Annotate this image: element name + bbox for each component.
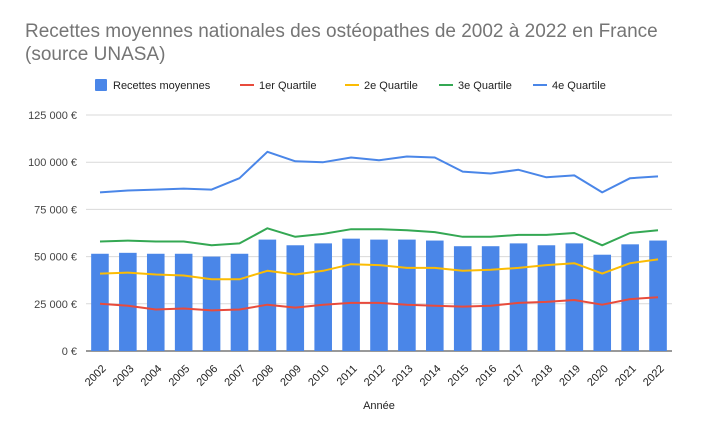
series-line xyxy=(99,258,659,281)
x-tick-label: 2015 xyxy=(446,363,472,389)
bar xyxy=(537,245,556,351)
bar xyxy=(621,244,639,351)
series-line xyxy=(99,227,659,247)
x-tick-label: 2020 xyxy=(585,363,611,389)
bar xyxy=(481,246,500,351)
bar xyxy=(453,246,472,351)
x-tick-label: 2018 xyxy=(529,363,555,389)
legend-label: Recettes moyennes xyxy=(113,80,211,92)
bar xyxy=(174,253,193,351)
bar xyxy=(342,238,360,351)
y-tick-label: 25 000 € xyxy=(34,299,77,311)
bar xyxy=(202,256,221,351)
bar xyxy=(314,243,332,351)
x-tick-label: 2003 xyxy=(111,363,137,389)
x-tick-label: 2017 xyxy=(501,363,527,389)
chart-title: Recettes moyennes nationales des ostéopa… xyxy=(25,21,658,65)
x-tick-label: 2012 xyxy=(362,363,388,389)
x-tick-label: 2010 xyxy=(306,363,332,389)
bar xyxy=(370,239,388,351)
bar xyxy=(146,253,165,351)
legend-label: 1er Quartile xyxy=(259,80,316,92)
bar xyxy=(509,243,528,351)
bar xyxy=(398,239,416,351)
bar xyxy=(286,245,305,351)
x-tick-label: 2013 xyxy=(390,363,416,389)
series-line xyxy=(99,150,659,194)
x-tick-label: 2019 xyxy=(557,363,583,389)
legend-label: 4e Quartile xyxy=(552,80,606,92)
y-tick-label: 50 000 € xyxy=(34,252,77,264)
y-tick-label: 75 000 € xyxy=(34,204,77,216)
x-tick-label: 2002 xyxy=(83,363,109,389)
y-tick-label: 100 000 € xyxy=(28,157,77,169)
legend-swatch xyxy=(95,79,107,91)
y-tick-label: 125 000 € xyxy=(28,110,77,122)
x-tick-label: 2005 xyxy=(167,363,193,389)
bar xyxy=(230,253,249,351)
x-tick-label: 2006 xyxy=(195,363,221,389)
series-line xyxy=(99,296,659,312)
x-tick-label: 2008 xyxy=(250,363,276,389)
bar xyxy=(91,253,109,351)
x-tick-label: 2016 xyxy=(474,363,500,389)
x-tick-label: 2021 xyxy=(613,363,639,389)
x-axis-label: Année xyxy=(363,400,395,412)
bar xyxy=(258,239,277,351)
bar xyxy=(593,254,612,351)
x-tick-label: 2007 xyxy=(222,363,248,389)
bar xyxy=(565,243,584,351)
legend-label: 3e Quartile xyxy=(458,80,512,92)
x-tick-label: 2011 xyxy=(335,363,360,388)
legend-label: 2e Quartile xyxy=(364,80,418,92)
bar xyxy=(426,240,444,351)
bar xyxy=(119,252,137,351)
x-tick-label: 2014 xyxy=(418,363,444,389)
x-tick-label: 2009 xyxy=(278,363,304,389)
x-tick-label: 2004 xyxy=(139,363,165,389)
x-tick-label: 2022 xyxy=(641,363,667,389)
bar xyxy=(649,240,667,351)
y-tick-label: 0 € xyxy=(62,346,77,358)
